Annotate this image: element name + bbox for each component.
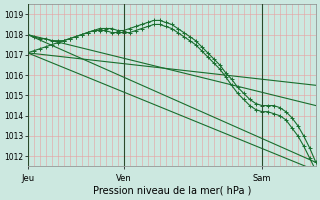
X-axis label: Pression niveau de la mer( hPa ): Pression niveau de la mer( hPa ) xyxy=(92,186,251,196)
